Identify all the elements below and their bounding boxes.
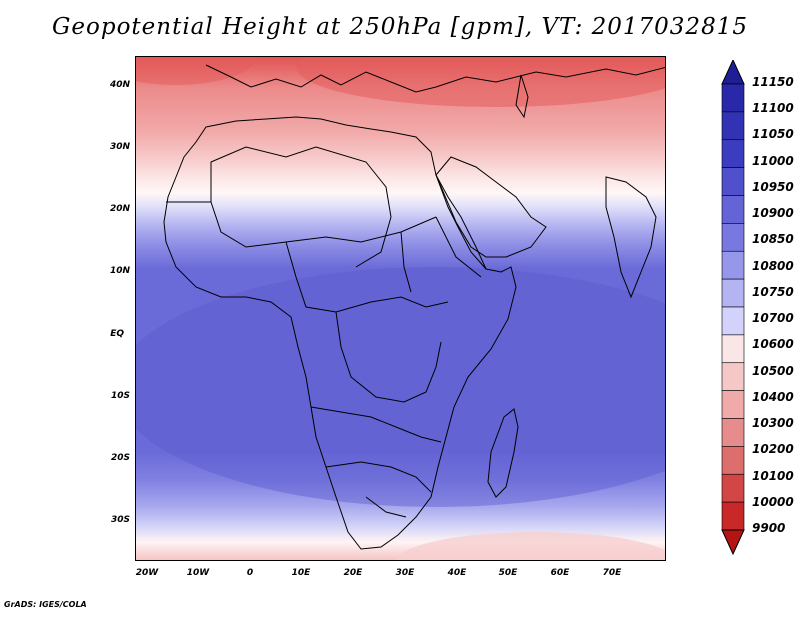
colorbar-label: 10300 bbox=[752, 416, 794, 431]
colorbar-label: 11000 bbox=[752, 153, 794, 168]
lon-label-30e: 30E bbox=[395, 568, 415, 578]
lon-label-0: 0 bbox=[246, 568, 254, 578]
lon-label-60e: 60E bbox=[550, 568, 570, 578]
colorbar-bin bbox=[721, 139, 745, 168]
map-title: Geopotential Height at 250hPa [gpm], VT:… bbox=[52, 14, 748, 40]
colorbar-bin bbox=[721, 167, 745, 196]
colorbar bbox=[721, 60, 745, 556]
colorbar-bin bbox=[721, 250, 745, 280]
lat-label-20n: 20N bbox=[109, 204, 130, 214]
colorbar-label: 10800 bbox=[752, 258, 794, 273]
colorbar-label: 11100 bbox=[752, 101, 794, 116]
field-south-wave bbox=[396, 532, 665, 560]
field-red-lobe bbox=[296, 57, 665, 107]
lon-label-20w: 20W bbox=[135, 568, 159, 578]
colorbar-label: 10000 bbox=[752, 494, 794, 509]
lon-label-70e: 70E bbox=[602, 568, 622, 578]
colorbar-label: 10600 bbox=[752, 337, 794, 352]
colorbar-bin bbox=[721, 83, 745, 113]
colorbar-bin bbox=[721, 418, 745, 447]
colorbar-label: 11150 bbox=[752, 75, 794, 89]
colorbar-label: 10400 bbox=[752, 389, 794, 404]
lon-label-50e: 50E bbox=[498, 568, 518, 578]
colorbar-bin bbox=[721, 306, 745, 336]
lat-label-30s: 30S bbox=[110, 515, 130, 525]
colorbar-bin bbox=[721, 362, 745, 391]
lat-label-30n: 30N bbox=[109, 142, 130, 152]
colorbar-label: 10750 bbox=[752, 284, 794, 299]
lat-label-eq: EQ bbox=[110, 329, 124, 339]
grads-credit: GrADS: IGES/COLA bbox=[4, 600, 87, 609]
lat-label-10s: 10S bbox=[110, 391, 130, 401]
colorbar-label: 10850 bbox=[752, 232, 794, 247]
colorbar-label: 9900 bbox=[752, 521, 786, 535]
colorbar-label: 10700 bbox=[752, 311, 794, 326]
colorbar-bin bbox=[721, 473, 745, 503]
colorbar-bin bbox=[721, 111, 745, 141]
lat-label-10n: 10N bbox=[109, 266, 130, 276]
colorbar-bin bbox=[721, 195, 745, 224]
colorbar-bin bbox=[721, 390, 745, 419]
lon-label-10e: 10E bbox=[291, 568, 311, 578]
colorbar-bins bbox=[721, 83, 745, 531]
field-core-south bbox=[136, 267, 665, 507]
colorbar-bin bbox=[721, 501, 745, 531]
colorbar-label: 10100 bbox=[752, 468, 794, 483]
colorbar-bin bbox=[721, 446, 745, 475]
colorbar-label: 10500 bbox=[752, 363, 794, 378]
lat-label-40n: 40N bbox=[109, 80, 130, 90]
map-panel bbox=[135, 56, 666, 561]
field-red-lobe-west bbox=[136, 57, 256, 85]
colorbar-label: 10950 bbox=[752, 179, 794, 194]
lon-label-20e: 20E bbox=[343, 568, 363, 578]
colorbar-bin bbox=[721, 334, 745, 364]
colorbar-label: 10200 bbox=[752, 442, 794, 457]
colorbar-label: 10900 bbox=[752, 206, 794, 221]
field-background bbox=[136, 57, 665, 560]
colorbar-bin bbox=[721, 223, 745, 252]
geopotential-field bbox=[136, 57, 665, 560]
lon-label-10w: 10W bbox=[186, 568, 210, 578]
lat-label-20s: 20S bbox=[110, 453, 130, 463]
colorbar-bottom-arrow bbox=[721, 529, 745, 556]
colorbar-top-arrow bbox=[721, 60, 745, 85]
colorbar-label: 11050 bbox=[752, 127, 794, 142]
colorbar-bin bbox=[721, 278, 745, 308]
lon-label-40e: 40E bbox=[447, 568, 467, 578]
coastlines bbox=[163, 64, 665, 550]
